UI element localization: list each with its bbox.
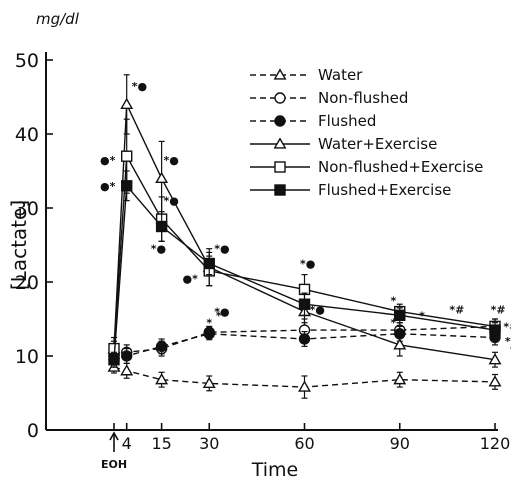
legend-item-flushed: Flushed (250, 112, 376, 130)
data-point (393, 338, 407, 350)
x-tick-label: 4 (122, 434, 132, 453)
x-tick-label: 90 (390, 434, 410, 453)
x-tick-label: 15 (151, 434, 171, 453)
legend-marker (274, 92, 286, 104)
data-point (394, 309, 406, 321)
significance-mark: *# (503, 320, 511, 333)
legend-marker (274, 184, 286, 196)
data-point (120, 97, 134, 110)
y-axis-label: [Lactate] (7, 200, 31, 290)
y-tick-label: 20 (15, 272, 39, 294)
data-point (298, 333, 311, 345)
legend-item-flushed-exercise: Flushed+Exercise (250, 181, 451, 199)
significance-mark: *● (163, 195, 178, 208)
significance-mark: *# (491, 303, 506, 316)
x-tick-label: 30 (199, 434, 219, 453)
y-tick-label: 40 (15, 124, 39, 146)
significance-mark: *# (449, 303, 464, 316)
legend-label: Non-flushed+Exercise (318, 158, 483, 176)
significance-mark: * (391, 317, 397, 330)
data-point (298, 298, 311, 310)
eoh-arrow-head (109, 431, 119, 441)
significance-annotations: *●●*●**●*●*●*●●**●***●*●****#*#*#*# (100, 80, 511, 353)
data-point (488, 375, 502, 387)
legend-item-non-flushed-exercise: Non-flushed+Exercise (250, 158, 483, 176)
y-unit-label: mg/dl (36, 10, 80, 28)
data-point (298, 380, 311, 392)
significance-mark: *● (214, 243, 229, 256)
y-tick-label: 30 (15, 198, 39, 220)
legend-marker (273, 137, 287, 149)
legend-label: Non-flushed (318, 89, 408, 107)
legend: Water Non-flushed Flushed Water+Exercise Non… (250, 66, 483, 199)
legend-label: Water+Exercise (318, 135, 437, 153)
data-point (120, 180, 133, 192)
legend-label: Flushed (318, 112, 376, 130)
data-point (155, 171, 169, 184)
series-flushed-exercise (108, 170, 501, 368)
significance-mark: ●* (100, 154, 116, 167)
significance-mark: ●* (183, 272, 199, 285)
data-point (488, 353, 502, 365)
data-point (393, 373, 407, 385)
data-point (203, 328, 215, 340)
legend-label: Flushed+Exercise (318, 181, 451, 199)
legend-marker (274, 115, 286, 127)
significance-mark: * (419, 309, 425, 322)
series-layer (107, 74, 502, 399)
significance-mark: *● (300, 258, 315, 271)
legend-item-water-exercise: Water+Exercise (250, 135, 437, 153)
data-point (155, 220, 168, 233)
significance-mark: *● (151, 243, 166, 256)
eoh-label: EOH (101, 458, 127, 471)
significance-mark: *● (310, 303, 325, 316)
legend-item-water: Water (250, 66, 363, 84)
data-point (155, 340, 168, 353)
significance-mark: ●* (100, 180, 116, 193)
significance-mark: * (391, 295, 397, 308)
axes: 01020304050415306090120minTimemg/dl[Lact… (7, 10, 511, 481)
x-axis-label: Time (251, 459, 299, 481)
significance-mark: *● (214, 306, 229, 319)
data-point (120, 150, 133, 162)
data-point (108, 354, 120, 366)
significance-mark: * (206, 317, 212, 330)
data-point (202, 376, 216, 389)
significance-mark: # (509, 340, 511, 353)
legend-marker (273, 68, 287, 80)
y-tick-label: 50 (15, 50, 39, 72)
data-point (203, 257, 215, 270)
significance-mark: * (216, 309, 222, 322)
legend-marker (274, 161, 286, 173)
data-point (120, 364, 134, 376)
significance-mark: *● (163, 154, 178, 167)
series-water (107, 360, 502, 399)
data-point (489, 324, 501, 336)
data-point (155, 373, 169, 385)
significance-mark: * (505, 335, 511, 348)
legend-item-non-flushed: Non-flushed (250, 89, 408, 107)
series-water-exercise (107, 74, 502, 368)
y-tick-label: 10 (15, 346, 39, 368)
significance-mark: *● (132, 80, 147, 93)
legend-label: Water (318, 66, 363, 84)
data-point (120, 350, 133, 362)
x-tick-label: 60 (294, 434, 314, 453)
x-tick-label: 120 (480, 434, 511, 453)
y-tick-label: 0 (27, 420, 39, 442)
